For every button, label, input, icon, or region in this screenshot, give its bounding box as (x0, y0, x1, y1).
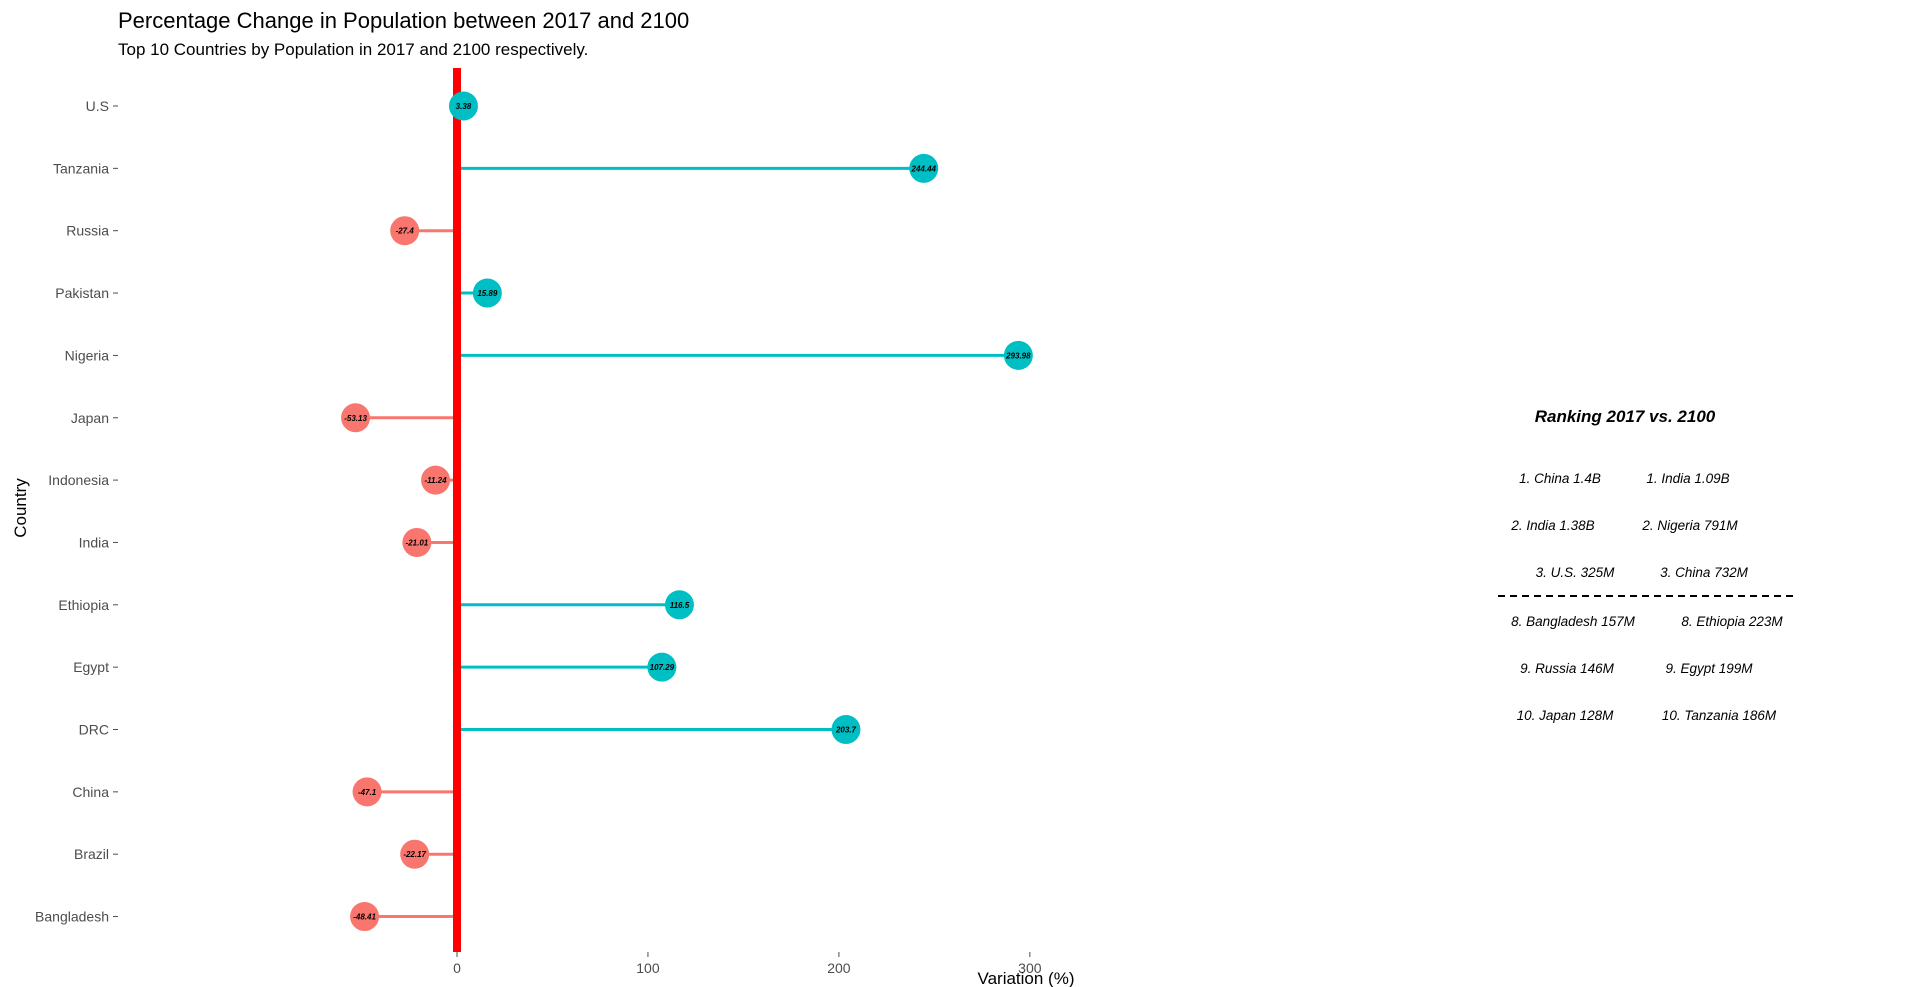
ranking-annotation: Ranking 2017 vs. 2100 1. China 1.4B 1. I… (1498, 407, 1793, 723)
chart-title: Percentage Change in Population between … (118, 8, 689, 33)
chart-subtitle: Top 10 Countries by Population in 2017 a… (118, 40, 588, 59)
data-label: 203.7 (835, 726, 857, 735)
y-tick-label: Russia (66, 223, 109, 239)
lollipop-dot (472, 278, 502, 308)
data-label: 116.5 (670, 601, 690, 610)
data-label: 244.44 (911, 164, 937, 173)
ranking-2100-item: 1. India 1.09B (1646, 471, 1729, 486)
y-tick-label: Ethiopia (58, 597, 109, 613)
x-tick-label: 300 (1018, 960, 1042, 976)
data-label: -21.01 (406, 538, 429, 547)
lollipop-dot (1003, 340, 1033, 370)
y-tick-label: U.S (86, 98, 109, 114)
y-tick-label: Nigeria (65, 347, 110, 363)
y-tick-label: China (72, 784, 109, 800)
data-label: 3.38 (456, 102, 472, 111)
lollipop-dot (909, 153, 939, 183)
ranking-2017-item: 8. Bangladesh 157M (1511, 614, 1636, 629)
ranking-2100-item: 2. Nigeria 791M (1641, 518, 1738, 533)
lollipop-dot (350, 902, 380, 932)
y-axis-title: Country (11, 478, 30, 538)
x-axis-title: Variation (%) (978, 969, 1075, 987)
ranking-2017-item: 1. China 1.4B (1519, 471, 1601, 486)
ranking-2100-item: 8. Ethiopia 223M (1681, 614, 1783, 629)
lollipop-dot (402, 527, 432, 557)
y-tick-label: DRC (79, 722, 109, 738)
lollipop-dot (421, 465, 451, 495)
x-tick-label: 0 (453, 960, 461, 976)
data-label: 107.29 (650, 663, 675, 672)
x-tick-label: 200 (827, 960, 851, 976)
data-label: -27.4 (396, 227, 415, 236)
ranking-2100-item: 9. Egypt 199M (1665, 661, 1753, 676)
lollipop-dots: 3.38 244.44 -27.4 15.89 293.98 -53.13 -11.24 -2… (341, 91, 1033, 932)
ranking-2100-item: 10. Tanzania 186M (1662, 708, 1777, 723)
data-label: -22.17 (403, 850, 426, 859)
data-label: -11.24 (424, 476, 447, 485)
y-tick-label: Egypt (73, 659, 109, 675)
lollipop-dot (390, 216, 420, 246)
data-label: 15.89 (477, 289, 498, 298)
ranking-2017-item: 3. U.S. 325M (1536, 565, 1616, 580)
ranking-2017-item: 10. Japan 128M (1517, 708, 1615, 723)
ranking-title: Ranking 2017 vs. 2100 (1535, 407, 1716, 426)
x-axis: 0 100 200 300 (453, 952, 1042, 976)
lollipop-dot (831, 715, 861, 744)
y-tick-label: Japan (71, 410, 109, 426)
y-tick-label: Tanzania (53, 160, 109, 176)
lollipop-dot (664, 590, 694, 620)
y-tick-label: Bangladesh (35, 909, 109, 925)
lollipop-dot (400, 839, 430, 869)
y-tick-label: Indonesia (48, 472, 109, 488)
ranking-2017-item: 9. Russia 146M (1520, 661, 1615, 676)
data-label: -53.13 (344, 414, 367, 423)
lollipop-dot (448, 91, 478, 121)
lollipop-stems (355, 104, 1019, 919)
data-label: -47.1 (358, 788, 377, 797)
y-axis: U.S Tanzania Russia Pakistan Nigeria Japan Ind… (35, 98, 118, 925)
y-tick-label: Pakistan (55, 285, 109, 301)
x-tick-label: 100 (636, 960, 660, 976)
y-tick-label: Brazil (74, 846, 109, 862)
y-tick-label: India (79, 534, 110, 550)
data-label: -48.41 (353, 913, 376, 922)
lollipop-dot (647, 652, 677, 682)
data-label: 293.98 (1005, 351, 1031, 360)
ranking-2100-item: 3. China 732M (1660, 565, 1749, 580)
lollipop-dot (341, 403, 371, 433)
ranking-2017-item: 2. India 1.38B (1510, 518, 1594, 533)
lollipop-dot (352, 777, 382, 807)
